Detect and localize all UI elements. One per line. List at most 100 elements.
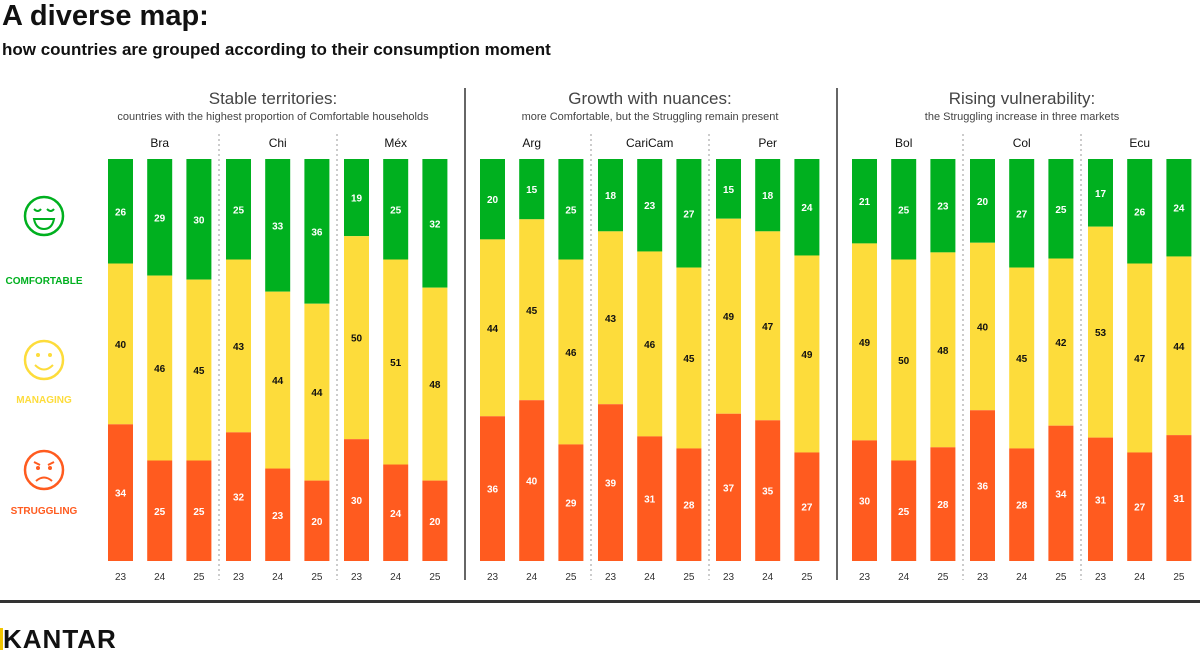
x-tick-label: 23 xyxy=(605,572,617,583)
group-subtitle: the Struggling increase in three markets xyxy=(925,111,1120,123)
bar-segment-comfortable xyxy=(304,159,330,304)
bar-segment-struggling xyxy=(755,420,781,561)
laughing-mouth xyxy=(32,218,56,231)
bar-segment-struggling xyxy=(383,464,409,561)
bar-segment-comfortable xyxy=(519,159,545,220)
x-tick-label: 24 xyxy=(1016,572,1028,583)
bar-segment-managing xyxy=(519,219,545,401)
bar-segment-managing xyxy=(676,267,702,449)
legend-label: MANAGING xyxy=(16,395,72,406)
bar-segment-managing xyxy=(1127,263,1153,453)
bar-segment-comfortable xyxy=(1166,159,1192,257)
x-tick-label: 24 xyxy=(644,572,656,583)
page-title: A diverse map: xyxy=(2,0,209,32)
bar-segment-managing xyxy=(1166,256,1192,436)
bar-segment-comfortable xyxy=(1088,159,1113,227)
data-label: 31 xyxy=(1173,494,1185,505)
x-tick-label: 23 xyxy=(487,572,499,583)
x-tick-label: 25 xyxy=(1173,572,1185,583)
brows xyxy=(33,461,55,466)
x-tick-label: 25 xyxy=(937,572,949,583)
data-label: 45 xyxy=(193,366,205,377)
frowning-face-icon xyxy=(23,449,65,491)
x-tick-label: 24 xyxy=(526,572,538,583)
bar-segment-comfortable xyxy=(891,159,917,260)
country-label: Arg xyxy=(522,136,541,150)
bar-segment-struggling xyxy=(226,432,251,561)
data-label: 32 xyxy=(233,493,245,504)
x-tick-label: 23 xyxy=(351,572,363,583)
data-label: 30 xyxy=(351,496,363,507)
bar-segment-struggling xyxy=(265,468,291,561)
data-label: 21 xyxy=(859,197,871,208)
data-label: 45 xyxy=(526,306,538,317)
country-label: Bol xyxy=(895,136,912,150)
bar-segment-comfortable xyxy=(1009,159,1035,268)
bar-segment-comfortable xyxy=(480,159,505,240)
data-label: 25 xyxy=(233,205,245,216)
data-label: 35 xyxy=(762,487,774,498)
data-label: 15 xyxy=(526,185,538,196)
data-label: 44 xyxy=(1173,342,1185,353)
x-tick-label: 23 xyxy=(723,572,735,583)
x-tick-label: 24 xyxy=(154,572,166,583)
data-label: 27 xyxy=(801,503,813,514)
data-label: 45 xyxy=(683,354,695,365)
data-label: 43 xyxy=(605,314,617,325)
bar-segment-comfortable xyxy=(558,159,584,260)
bar-segment-comfortable xyxy=(422,159,448,288)
data-label: 48 xyxy=(937,346,949,357)
x-tick-label: 24 xyxy=(390,572,402,583)
data-label: 36 xyxy=(487,485,499,496)
data-label: 44 xyxy=(487,324,499,335)
data-label: 27 xyxy=(1016,209,1028,220)
bar-segment-struggling xyxy=(304,480,330,561)
data-label: 36 xyxy=(311,227,323,238)
legend-label: COMFORTABLE xyxy=(5,276,82,287)
data-label: 20 xyxy=(429,517,441,528)
data-label: 34 xyxy=(1055,489,1067,500)
bar-segment-managing xyxy=(1048,258,1074,426)
bar-segment-struggling xyxy=(676,448,702,561)
bar-segment-managing xyxy=(598,231,623,405)
data-label: 28 xyxy=(683,501,695,512)
bar-segment-comfortable xyxy=(108,159,133,264)
x-tick-label: 25 xyxy=(683,572,695,583)
x-tick-label: 25 xyxy=(193,572,205,583)
bar-segment-comfortable xyxy=(186,159,212,280)
bar-segment-managing xyxy=(344,236,369,440)
data-label: 20 xyxy=(487,195,499,206)
bar-segment-managing xyxy=(637,251,663,437)
kantar-logo: KANTAR xyxy=(0,624,117,655)
bar-segment-comfortable xyxy=(852,159,877,244)
bar-segment-managing xyxy=(852,243,877,441)
data-label: 33 xyxy=(272,221,284,232)
data-label: 20 xyxy=(311,517,323,528)
data-label: 27 xyxy=(1134,503,1146,514)
bar-segment-struggling xyxy=(1009,448,1035,561)
legend-label: STRUGGLING xyxy=(11,506,78,517)
data-label: 30 xyxy=(859,497,871,508)
data-label: 40 xyxy=(115,340,127,351)
country-label: CariCam xyxy=(626,136,673,150)
laughing-face-icon xyxy=(23,195,65,237)
bar-segment-struggling xyxy=(422,480,448,561)
page-subtitle: how countries are grouped according to t… xyxy=(2,40,551,59)
data-label: 42 xyxy=(1055,338,1067,349)
country-label: Chi xyxy=(269,136,287,150)
data-label: 47 xyxy=(762,322,774,333)
data-label: 53 xyxy=(1095,328,1107,339)
country-label: Per xyxy=(758,136,777,150)
x-tick-label: 24 xyxy=(272,572,284,583)
bar-segment-managing xyxy=(265,291,291,469)
bar-segment-struggling xyxy=(344,439,369,561)
bar-segment-managing xyxy=(930,252,956,448)
bar-segment-managing xyxy=(1088,226,1113,438)
x-tick-label: 23 xyxy=(233,572,245,583)
data-label: 23 xyxy=(272,511,284,522)
data-label: 36 xyxy=(977,482,989,493)
group-title: Stable territories: xyxy=(209,89,338,108)
bar-segment-managing xyxy=(383,259,409,465)
smile-mouth xyxy=(34,364,54,371)
bar-segment-comfortable xyxy=(794,159,820,256)
